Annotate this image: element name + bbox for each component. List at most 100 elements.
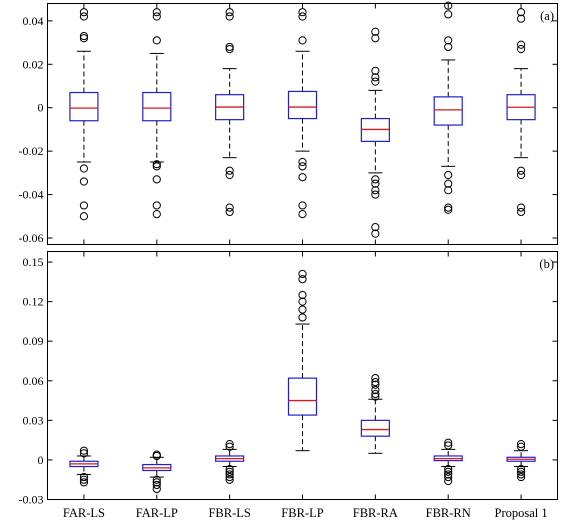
iqr-box bbox=[287, 90, 318, 120]
ytick-label: 0.09 bbox=[23, 334, 44, 348]
outlier-point bbox=[152, 210, 161, 219]
outlier-point bbox=[516, 203, 526, 212]
box-fbr-ls bbox=[215, 439, 245, 484]
ytick-label: 0.04 bbox=[23, 14, 44, 28]
outlier-point bbox=[444, 465, 453, 474]
outlier-point bbox=[371, 229, 380, 238]
outlier-point bbox=[444, 467, 453, 476]
outlier-point bbox=[444, 170, 453, 180]
outlier-point bbox=[516, 467, 526, 476]
box-fbr-rn bbox=[433, 438, 463, 486]
outlier-point bbox=[444, 1, 453, 10]
outlier-point bbox=[444, 441, 453, 450]
outlier-point bbox=[444, 186, 453, 195]
panel-a-frame bbox=[47, 3, 558, 245]
panel-b-yaxis: 0.15 0.12 0.09 0.06 0.03 0 -0.03 bbox=[19, 251, 558, 507]
outlier-point bbox=[225, 470, 234, 479]
box-proposal-1 bbox=[506, 439, 536, 482]
box-fbr-lp bbox=[287, 8, 318, 219]
outlier-point bbox=[79, 34, 89, 43]
outlier-point bbox=[516, 465, 526, 474]
outlier-point bbox=[298, 157, 307, 167]
outlier-point bbox=[371, 190, 380, 199]
box-far-lp bbox=[142, 8, 172, 219]
outlier-point bbox=[225, 42, 234, 52]
iqr-box bbox=[142, 91, 172, 122]
outlier-point bbox=[298, 210, 307, 219]
outlier-point bbox=[516, 207, 526, 217]
ytick-label: 0 bbox=[38, 101, 44, 115]
outlier-point bbox=[371, 186, 380, 195]
outlier-point bbox=[371, 27, 380, 36]
outlier-point bbox=[79, 449, 89, 458]
box-proposal-1 bbox=[506, 8, 536, 217]
category-label: FBR-RA bbox=[353, 506, 398, 520]
outlier-point bbox=[444, 438, 453, 447]
category-label: FBR-LS bbox=[208, 506, 250, 520]
outlier-point bbox=[79, 472, 89, 482]
outlier-point bbox=[152, 12, 161, 21]
outlier-point bbox=[298, 12, 307, 21]
outlier-point bbox=[152, 478, 161, 487]
outlier-point bbox=[298, 275, 307, 284]
outlier-point bbox=[298, 8, 307, 17]
outlier-point bbox=[152, 480, 161, 490]
ytick-label: -0.04 bbox=[19, 188, 44, 202]
outlier-point bbox=[444, 203, 453, 212]
outlier-point bbox=[371, 385, 380, 395]
outlier-point bbox=[516, 40, 526, 49]
outlier-point bbox=[371, 34, 380, 43]
outlier-point bbox=[225, 472, 234, 482]
ytick-label: 0 bbox=[38, 453, 44, 467]
ytick-label: 0.12 bbox=[23, 295, 44, 309]
outlier-point bbox=[371, 179, 380, 188]
outlier-point bbox=[79, 478, 89, 487]
outlier-point bbox=[444, 205, 453, 214]
iqr-box bbox=[69, 91, 99, 122]
outlier-point bbox=[79, 201, 89, 210]
category-label: FAR-LP bbox=[136, 506, 178, 520]
outlier-point bbox=[371, 377, 380, 387]
outlier-point bbox=[225, 475, 234, 484]
outlier-point bbox=[79, 212, 89, 221]
iqr-box bbox=[360, 419, 390, 437]
outlier-point bbox=[225, 467, 234, 476]
outlier-point bbox=[152, 160, 161, 169]
outlier-point bbox=[444, 42, 453, 52]
outlier-point bbox=[371, 389, 380, 399]
category-label: FBR-LP bbox=[281, 506, 323, 520]
outlier-point bbox=[516, 44, 526, 54]
outlier-point bbox=[371, 77, 380, 86]
outlier-point bbox=[225, 44, 234, 54]
outlier-point bbox=[225, 207, 234, 217]
outlier-point bbox=[225, 8, 234, 17]
outlier-point bbox=[152, 201, 161, 210]
outlier-point bbox=[371, 392, 380, 401]
outlier-point bbox=[152, 8, 161, 17]
outlier-point bbox=[444, 470, 453, 479]
outlier-point bbox=[371, 66, 380, 75]
outlier-point bbox=[152, 175, 161, 184]
outlier-point bbox=[371, 380, 380, 389]
box-fbr-ra bbox=[360, 27, 390, 238]
category-label: FBR-RN bbox=[426, 506, 471, 520]
ytick-label: 0.02 bbox=[23, 57, 44, 71]
box-far-lp bbox=[142, 450, 172, 494]
box-far-ls bbox=[69, 8, 99, 221]
outlier-point bbox=[444, 10, 453, 19]
outlier-point bbox=[516, 166, 526, 175]
outlier-point bbox=[152, 36, 161, 45]
outlier-point bbox=[298, 313, 307, 322]
box-far-ls bbox=[69, 446, 99, 487]
ytick-label: -0.06 bbox=[19, 231, 44, 245]
outlier-point bbox=[79, 8, 89, 17]
panel-a-boxes bbox=[69, 1, 536, 238]
outlier-point bbox=[298, 36, 307, 45]
outlier-point bbox=[79, 446, 89, 455]
outlier-point bbox=[298, 305, 307, 314]
box-fbr-lp bbox=[287, 269, 318, 452]
outlier-point bbox=[79, 177, 89, 186]
panel-a: (a) 0.04 0.02 0 -0.02 -0.04 -0.06 bbox=[19, 1, 558, 245]
outlier-point bbox=[298, 297, 307, 306]
